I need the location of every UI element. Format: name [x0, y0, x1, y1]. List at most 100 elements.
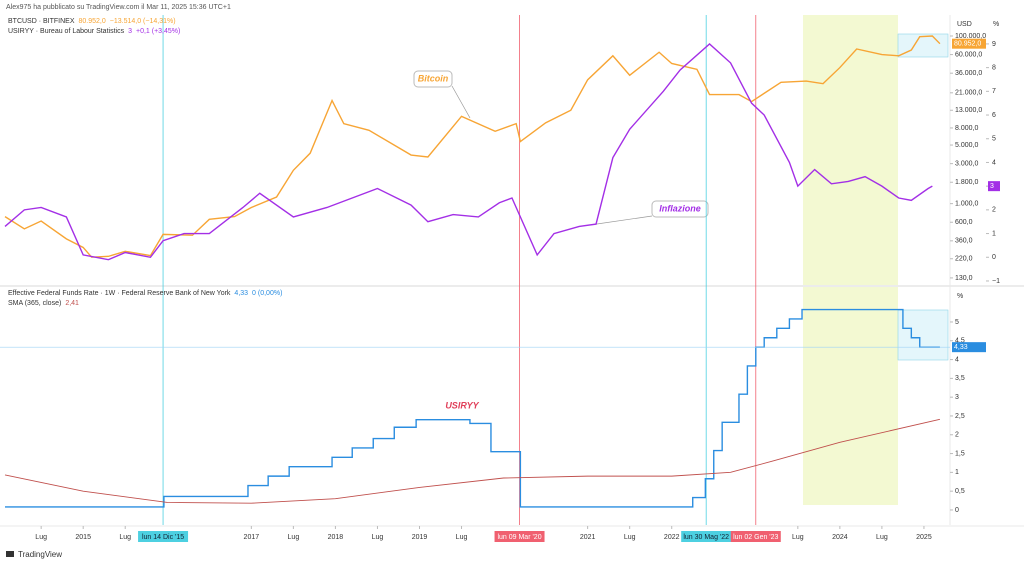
legend-entry: USIRYY · Bureau of Labour Statistics 3 +0,… [8, 28, 180, 35]
y2-tick-label: 1 [992, 230, 996, 237]
y-tick-label: 3 [955, 394, 959, 401]
date-marker-box [138, 531, 189, 542]
y2-unit: % [993, 21, 999, 28]
x-tick-label: Lug [35, 534, 47, 541]
legend-entry: Effective Federal Funds Rate · 1W · Fede… [8, 290, 282, 297]
y2-tick-label: 5 [992, 136, 996, 143]
y-tick-label: 0,5 [955, 488, 965, 495]
y-tick-label: 4,5 [955, 338, 965, 345]
annotation: Bitcoin [418, 73, 449, 83]
legend-name: USIRYY · Bureau of Labour Statistics [8, 28, 125, 35]
y-unit: USD [957, 21, 972, 28]
x-tick-label: Lug [456, 534, 468, 541]
y-tick-label: 1.800,0 [955, 179, 978, 186]
last-value-label: 4,33 [954, 344, 968, 351]
y-tick-label: 0 [955, 507, 959, 514]
y-tick-label: 100.000,0 [955, 33, 986, 40]
x-tick-label: 2017 [244, 534, 260, 541]
y-tick-label: 2 [955, 432, 959, 439]
date-marker-label: lun 02 Gen '23 [733, 534, 778, 541]
x-tick-label: 2018 [328, 534, 344, 541]
date-marker-label: lun 09 Mar '20 [497, 534, 541, 541]
x-tick-label: Lug [119, 534, 131, 541]
x-tick-label: 2025 [916, 534, 932, 541]
x-tick-label: Lug [792, 534, 804, 541]
date-marker-label: lun 14 Dic '15 [142, 534, 184, 541]
series-line [4, 42, 933, 261]
y2-tick-label: 7 [992, 88, 996, 95]
series-line [4, 418, 941, 504]
y-tick-label: 8.000,0 [955, 125, 978, 132]
y-tick-label: 21.000,0 [955, 90, 982, 97]
x-tick-label: Lug [372, 534, 384, 541]
legend-name: BTCUSD · BITFINEX [8, 18, 75, 25]
x-tick-label: 2021 [580, 534, 596, 541]
last-value-label: 80.952,0 [954, 41, 981, 48]
y-tick-label: 600,0 [955, 219, 973, 226]
legend-value: 3 [128, 28, 132, 35]
y-tick-label: 220,0 [955, 256, 973, 263]
date-marker-box [494, 531, 545, 542]
y2-tick-label: 9 [992, 41, 996, 48]
x-tick-label: 2015 [75, 534, 91, 541]
legend-value: 2,41 [65, 300, 79, 307]
last-value-box [988, 181, 1000, 192]
footer: TradingView [18, 550, 62, 559]
y-tick-label: 130,0 [955, 275, 973, 282]
y2-tick-label: 2 [992, 207, 996, 214]
annotation: Inflazione [659, 203, 701, 213]
x-tick-label: 2019 [412, 534, 428, 541]
y2-tick-label: 8 [992, 64, 996, 71]
annotation: USIRYY [445, 400, 479, 410]
projection-box [897, 309, 949, 361]
x-tick-label: Lug [876, 534, 888, 541]
legend-entry: SMA (365, close) 2,41 [8, 300, 79, 307]
y-tick-label: 1.000,0 [955, 200, 978, 207]
legend-change: 0 (0,00%) [252, 290, 282, 297]
series-line [5, 308, 940, 508]
y2-tick-label: 0 [992, 254, 996, 261]
last-value-box [952, 38, 986, 49]
last-value-label: 3 [990, 183, 994, 190]
highlight-zone [803, 15, 898, 285]
annotation-bitcoin: Bitcoin [413, 70, 471, 119]
y-tick-label: 1,5 [955, 450, 965, 457]
y-tick-label: 3.000,0 [955, 160, 978, 167]
annotation-inflazione: Inflazione [589, 200, 709, 226]
legend-value: 80.952,0 [79, 18, 106, 25]
y-tick-label: 4 [955, 356, 959, 363]
y-tick-label: 3,5 [955, 375, 965, 382]
y-tick-label: 60.000,0 [955, 51, 982, 58]
x-tick-label: Lug [624, 534, 636, 541]
y-unit: % [957, 293, 963, 300]
last-value-box [952, 342, 986, 353]
highlight-zone [803, 287, 898, 505]
y-tick-label: 13.000,0 [955, 107, 982, 114]
y-tick-label: 2,5 [955, 413, 965, 420]
legend-change: +0,1 (+3,45%) [136, 28, 180, 35]
x-tick-label: Lug [288, 534, 300, 541]
y-tick-label: 1 [955, 469, 959, 476]
series-line [4, 35, 941, 258]
projection-box [897, 33, 949, 58]
x-tick-label: 2022 [664, 534, 680, 541]
y-tick-label: 5.000,0 [955, 142, 978, 149]
legend-entry: BTCUSD · BITFINEX 80.952,0 −13.514,0 (−14,… [8, 18, 176, 25]
date-marker-box [730, 531, 781, 542]
y-tick-label: 5 [955, 319, 959, 326]
legend-change: −13.514,0 (−14,31%) [110, 18, 176, 25]
y2-tick-label: 6 [992, 112, 996, 119]
x-tick-label: 2024 [832, 534, 848, 541]
date-marker-box [681, 531, 732, 542]
legend-name: SMA (365, close) [8, 300, 61, 307]
date-marker-label: lun 30 Mag '22 [683, 534, 729, 541]
footer-logo [6, 551, 14, 557]
header: Alex975 ha pubblicato su TradingView.com… [6, 4, 231, 11]
y2-tick-label: 4 [992, 159, 996, 166]
y-tick-label: 36.000,0 [955, 70, 982, 77]
legend-name: Effective Federal Funds Rate · 1W · Fede… [8, 290, 231, 297]
legend-value: 4,33 [234, 290, 248, 297]
y2-tick-label: −1 [992, 278, 1000, 285]
y-tick-label: 360,0 [955, 238, 973, 245]
